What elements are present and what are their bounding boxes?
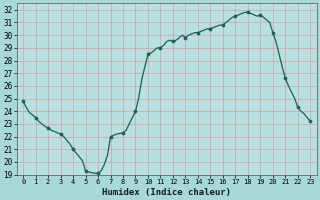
X-axis label: Humidex (Indice chaleur): Humidex (Indice chaleur)	[102, 188, 231, 197]
